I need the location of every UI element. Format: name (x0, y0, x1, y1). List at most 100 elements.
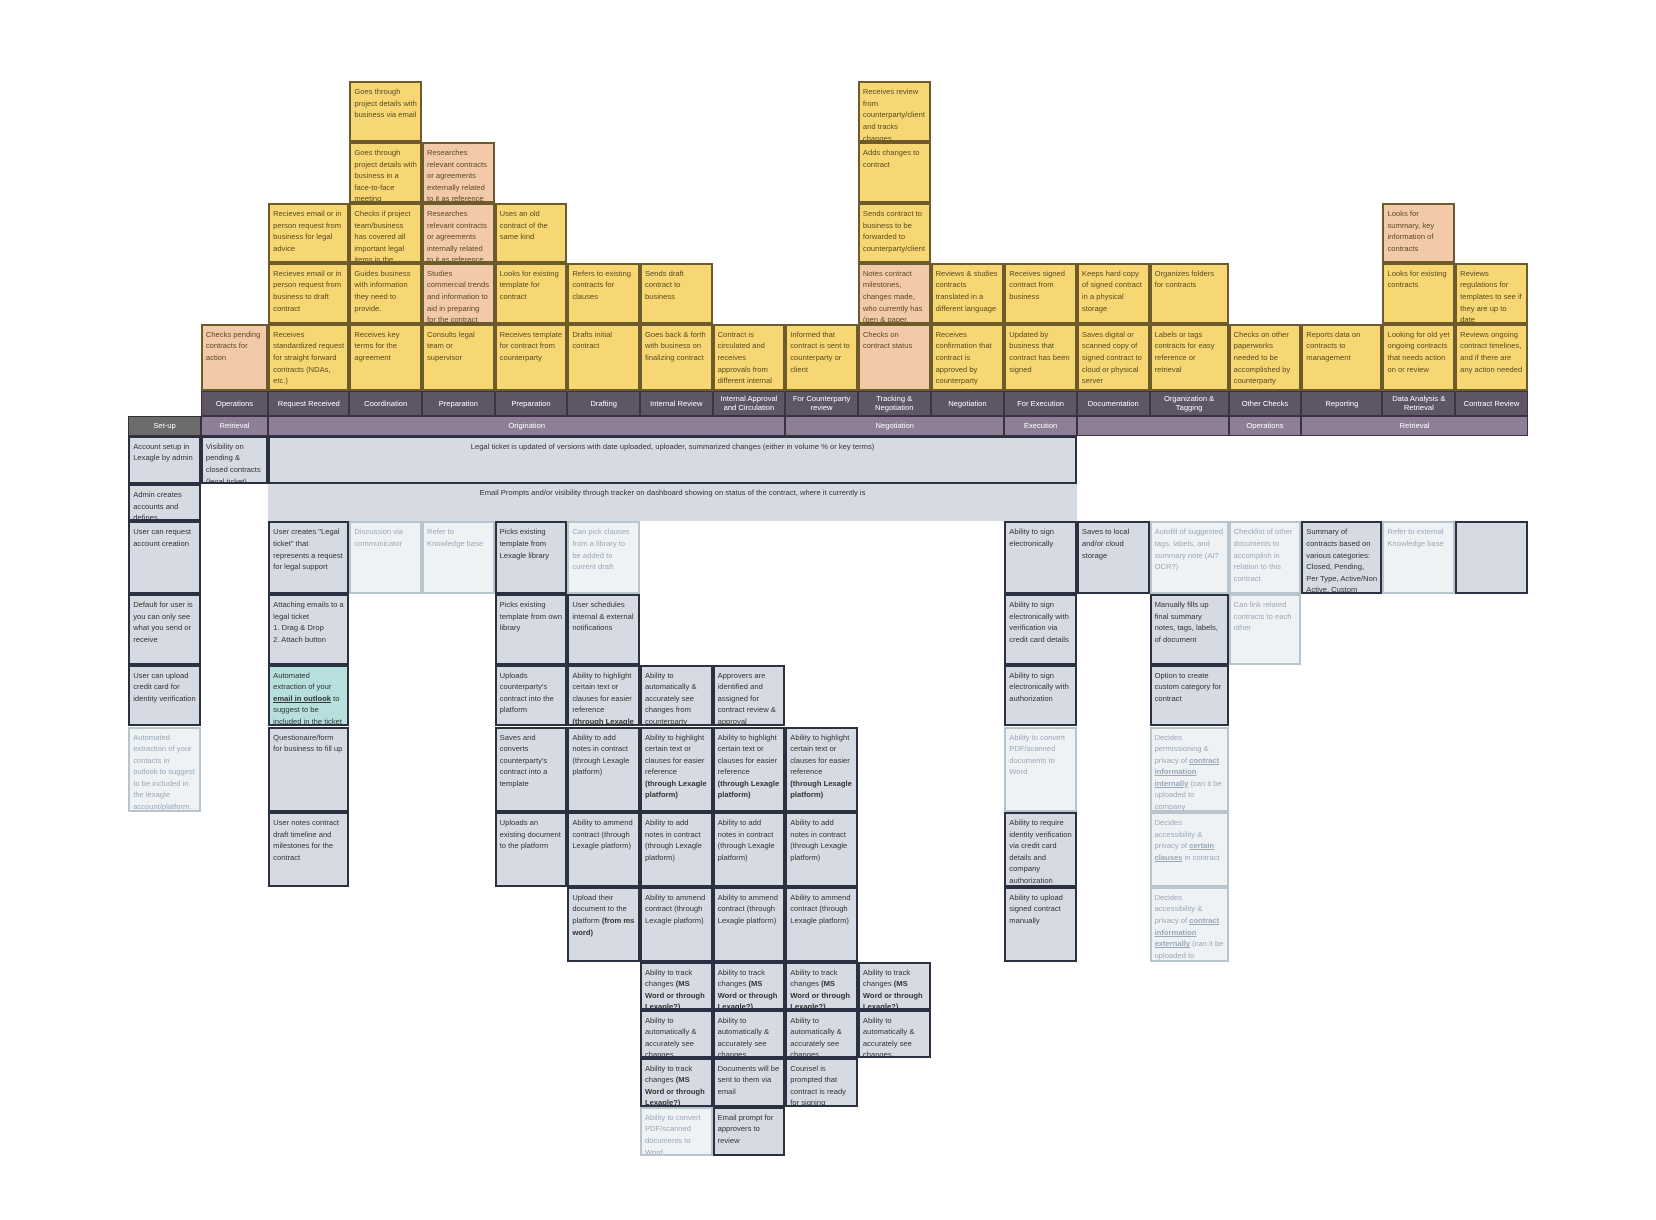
feature-card: Ability to add notes in contract (throug… (712, 811, 786, 887)
activity-card: Researches relevant contracts or agreeme… (422, 142, 495, 203)
card-text: Ability to convert PDF/scanned documents… (1009, 732, 1065, 777)
card-text: Ability to ammend contract (through Lexa… (572, 817, 633, 851)
card-text: Contract is circulated and receives appr… (717, 329, 772, 389)
card-text: Retrieval (1399, 420, 1430, 430)
feature-card: Manually fills up final summary notes, t… (1149, 594, 1229, 665)
feature-card: Ability to highlight certain text or cla… (567, 664, 640, 727)
activity-card: Organizes folders for contracts (1149, 262, 1229, 324)
activity-card: Reports data on contracts to management (1301, 323, 1383, 392)
feature-card: User can upload credit card for identity… (128, 664, 201, 727)
card-text: Preparation (511, 398, 551, 408)
feature-card: Automated extraction of your email in ou… (268, 664, 350, 727)
card-text: Counsel is prompted that contract is rea… (790, 1063, 846, 1107)
card-text-part: contract information externally (1154, 915, 1220, 949)
stage-header: Organization & Tagging (1149, 391, 1229, 416)
feature-card: Visibility on pending & closed contracts… (200, 435, 269, 484)
card-text: Operations (1246, 420, 1284, 430)
card-text-part: (MS Word or through Lexagle?) (717, 979, 778, 1010)
card-text: Documentation (1087, 398, 1139, 408)
card-text: Organizes folders for contracts (1154, 268, 1215, 290)
card-text-part: Ability to highlight certain text or cla… (644, 732, 705, 777)
activity-card: Checks pending contracts for action (200, 323, 269, 392)
card-text: User can upload credit card for identity… (133, 670, 196, 703)
feature-card: Ability to ammend contract (through Lexa… (639, 886, 713, 962)
feature-card: Questionaire/form for business to fill u… (268, 726, 350, 812)
feature-card: Ability to ammend contract (through Lexa… (567, 811, 640, 887)
activity-card: Looks for existing contracts (1382, 262, 1456, 324)
feature-card: Can link related contracts to each other (1228, 594, 1302, 665)
card-text: Organization & Tagging (1163, 394, 1215, 413)
card-text: Checks on other paperworks needed to be … (1233, 329, 1292, 389)
feature-card: Ability to track changes (MS Word or thr… (857, 961, 931, 1010)
card-text: Receives template for contract from coun… (499, 329, 563, 362)
card-text: Receives review from counterparty/client… (862, 87, 925, 143)
feature-card: Counsel is prompted that contract is rea… (785, 1057, 858, 1107)
card-text: Uploads an existing document to the plat… (499, 817, 561, 851)
activity-card: Looks for existing template for contract (494, 262, 568, 324)
feature-card: Ability to convert PDF/scanned documents… (1004, 726, 1077, 812)
card-text-part: (MS Word or through Lexagle?) (644, 979, 705, 1010)
card-text: Ability to require identity verification… (1009, 817, 1072, 885)
card-text: Ability to add notes in contract (throug… (572, 732, 630, 777)
stage-header: For Execution (1004, 391, 1077, 416)
feature-card: Refer to Knowledge base (422, 521, 495, 594)
feature-card: Ability to track changes (MS Word or thr… (639, 1057, 713, 1107)
card-text-part: Ability to track changes (644, 967, 693, 989)
feature-card: Ability to automatically & accurately se… (639, 1009, 713, 1058)
feature-card: Ability to track changes (MS Word or thr… (712, 961, 786, 1010)
card-text: Goes back & forth with business on final… (644, 329, 706, 362)
stage-header: Reporting (1301, 391, 1383, 416)
card-text: Researches relevant contracts or agreeme… (427, 208, 487, 263)
card-text-part: (MS Word or through Lexagle?) (644, 1075, 705, 1107)
stage-header: Internal Review (639, 391, 713, 416)
card-text-part: (through Lexagle platform) (717, 778, 780, 800)
card-text: Notes contract milestones, changes made,… (862, 268, 923, 324)
activity-card: Reviews regulations for templates to see… (1455, 262, 1528, 324)
feature-card (1455, 521, 1528, 594)
card-text: Email Prompts and/or visibility through … (479, 487, 866, 497)
feature-card: User notes contract draft timeline and m… (268, 811, 350, 887)
card-text-part: Ability to highlight certain text or cla… (790, 732, 850, 777)
feature-card: Account setup in Lexagle by admin (128, 435, 201, 484)
card-text: Negotiation (875, 420, 914, 430)
stage-header: Data Analysis & Retrieval (1382, 391, 1456, 416)
card-text: Reporting (1325, 398, 1359, 408)
feature-card: Ability to automatically & accurately se… (785, 1009, 858, 1058)
card-text: Legal ticket is updated of versions with… (470, 441, 875, 451)
feature-card: Automated extraction of your contacts in… (128, 726, 201, 812)
card-text: Ability to ammend contract (through Lexa… (717, 892, 778, 925)
card-text: Uploads counterparty's contract into the… (499, 670, 554, 715)
feature-card: Refer to external Knowledge base (1382, 521, 1456, 594)
feature-card: Saves to local and/or cloud storage (1076, 521, 1150, 594)
activity-card: Sends draft contract to business (639, 262, 713, 324)
card-text: Guides business with information they ne… (354, 268, 411, 313)
phase-group (1076, 415, 1229, 436)
card-text: Ability to add notes in contract (throug… (790, 817, 848, 862)
card-text: Picks existing template from Lexagle lib… (499, 527, 550, 560)
feature-card: Ability to convert PDF/scanned documents… (639, 1106, 713, 1156)
card-text: Data Analysis & Retrieval (1392, 394, 1446, 413)
card-text: Recieves email or in person request from… (273, 268, 342, 313)
feature-card: Ability to ammend contract (through Lexa… (712, 886, 786, 962)
stage-header: Negotiation (930, 391, 1005, 416)
stage-header: Operations (200, 391, 269, 416)
feature-card: Admin creates accounts and defines (128, 483, 201, 522)
activity-card: Reviews & studies contracts translated i… (930, 262, 1005, 324)
activity-card: Receives review from counterparty/client… (857, 81, 931, 143)
card-text: Receives key terms for the agreement (354, 329, 400, 362)
card-text-part: Ability to highlight certain text or cla… (717, 732, 778, 777)
card-text: Discussion via communicator (354, 527, 403, 548)
feature-card: Upload their document to the platform (f… (567, 886, 640, 962)
card-text: Saves to local and/or cloud storage (1081, 527, 1130, 560)
activity-card: Guides business with information they ne… (349, 262, 422, 324)
card-text: Looks for existing contracts (1387, 268, 1447, 290)
feature-card: Saves and converts counterparty's contra… (494, 726, 568, 812)
card-text: Autofill of suggested tags, labels, and … (1154, 527, 1223, 572)
card-text-part: Ability to track changes (644, 1063, 693, 1085)
card-text-part: (MS Word or through Lexagle?) (790, 979, 851, 1010)
activity-card: Uses an old contract of the same kind (494, 202, 568, 263)
card-text: Refer to Knowledge base (427, 527, 484, 548)
card-text: Ability to convert PDF/scanned documents… (644, 1112, 701, 1156)
feature-card: Ability to highlight certain text or cla… (639, 726, 713, 812)
